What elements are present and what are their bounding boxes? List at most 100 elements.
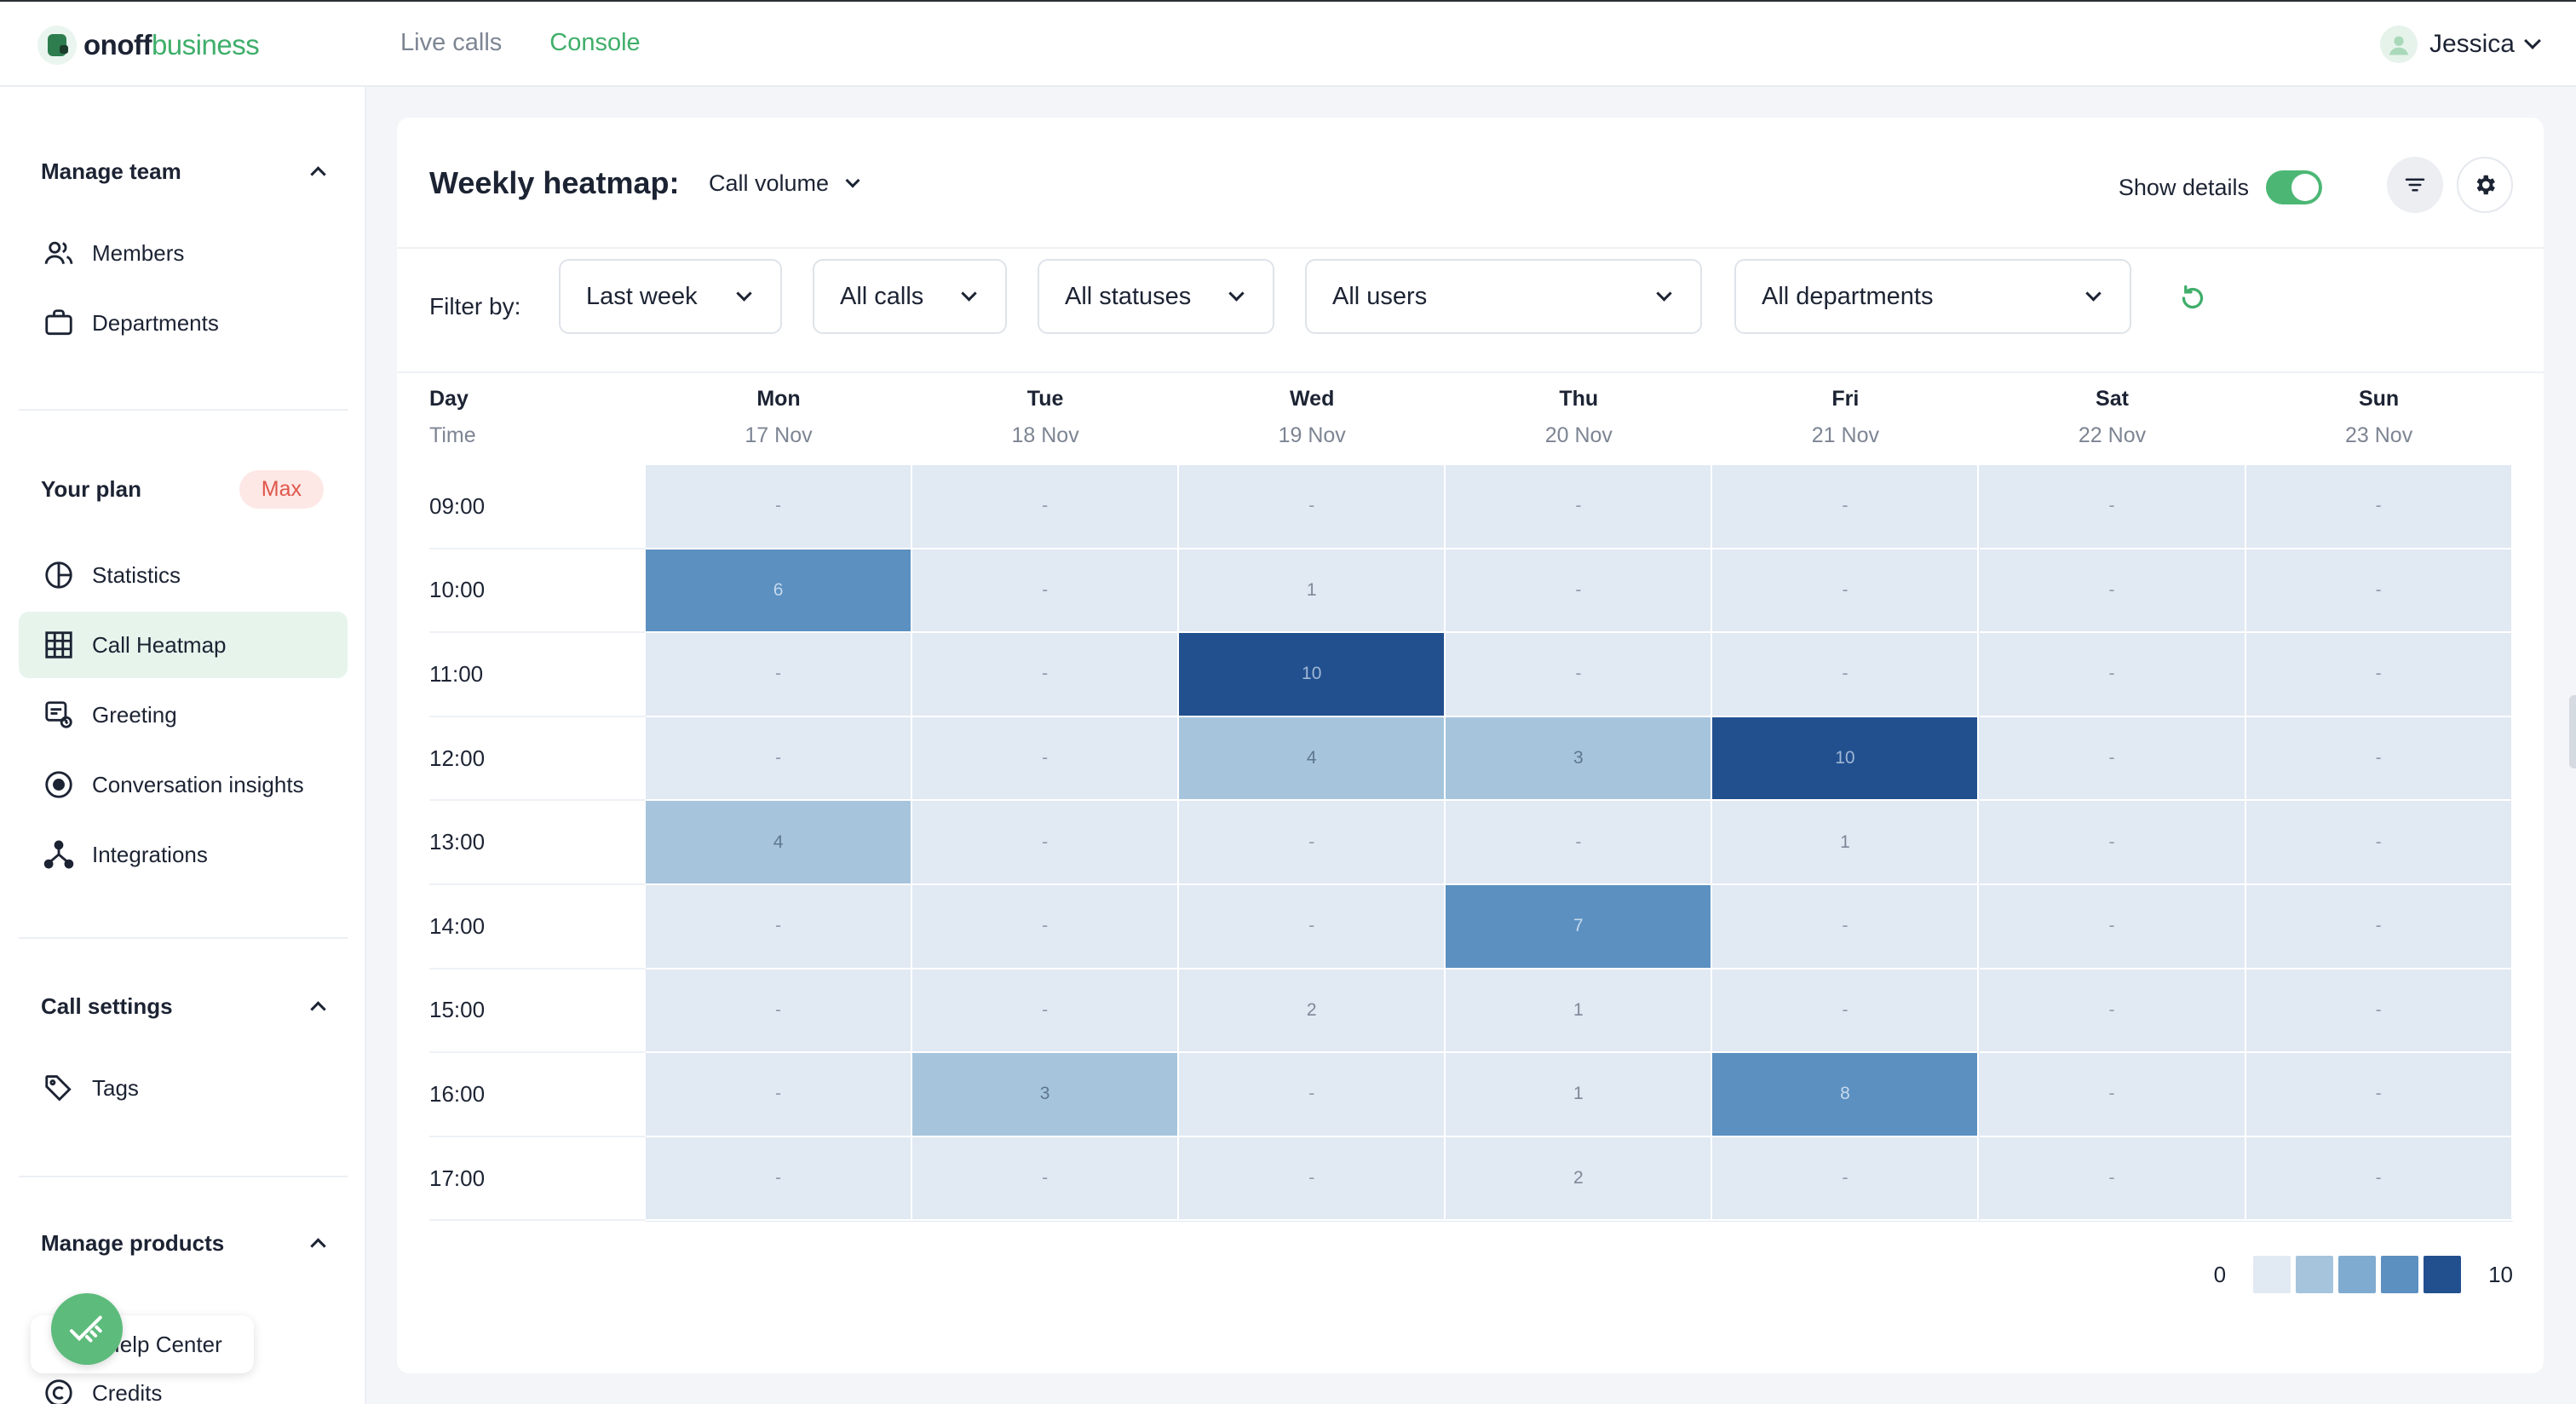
heatmap-cell[interactable]: -: [1446, 465, 1713, 550]
sidebar-item-label: Departments: [92, 309, 219, 336]
heatmap-cell[interactable]: 6: [646, 549, 913, 634]
heatmap-cell[interactable]: -: [2245, 1136, 2513, 1222]
heatmap-cell[interactable]: -: [2245, 885, 2513, 970]
heatmap-cell[interactable]: 2: [1179, 969, 1446, 1054]
heatmap-cell[interactable]: 1: [1446, 969, 1713, 1054]
departments-dropdown[interactable]: All departments: [1734, 259, 2131, 334]
heatmap-cell[interactable]: -: [1712, 549, 1980, 634]
heatmap-cell[interactable]: -: [1179, 885, 1446, 970]
heatmap-cell[interactable]: -: [912, 465, 1180, 550]
heatmap-cell[interactable]: 4: [646, 801, 913, 885]
heatmap-cell[interactable]: -: [1712, 465, 1980, 550]
heatmap-cell[interactable]: 10: [1712, 716, 1980, 802]
heatmap-cell[interactable]: -: [646, 633, 913, 717]
heatmap-cell[interactable]: -: [2245, 801, 2513, 885]
heatmap-cell[interactable]: -: [912, 549, 1180, 634]
heatmap-legend: 0 10: [2214, 1256, 2513, 1293]
heatmap-cell[interactable]: -: [2245, 633, 2513, 717]
sidebar-item-members[interactable]: Members: [19, 220, 348, 286]
heatmap-cell[interactable]: -: [1979, 801, 2246, 885]
nav-console[interactable]: Console: [549, 29, 641, 56]
day-date: 17 Nov: [745, 423, 813, 447]
heatmap-cell[interactable]: -: [2245, 716, 2513, 802]
day-column-header: Sat 22 Nov: [1980, 387, 2245, 448]
sidebar-item-statistics[interactable]: Statistics: [19, 542, 348, 608]
heatmap-cell[interactable]: -: [1712, 1136, 1980, 1222]
settings-button[interactable]: [2457, 157, 2513, 213]
sidebar-item-departments[interactable]: Departments: [19, 290, 348, 356]
heatmap-cell[interactable]: -: [1712, 885, 1980, 970]
heatmap-cell[interactable]: -: [1979, 885, 2246, 970]
heatmap-cell[interactable]: -: [1179, 465, 1446, 550]
users-dropdown[interactable]: All users: [1305, 259, 1702, 334]
heatmap-cell[interactable]: 3: [912, 1053, 1180, 1137]
heatmap-cell[interactable]: -: [912, 969, 1180, 1054]
sidebar-item-call-heatmap[interactable]: Call Heatmap: [19, 612, 348, 678]
user-menu[interactable]: Jessica: [2379, 26, 2541, 63]
filter-button[interactable]: [2387, 157, 2443, 213]
sidebar-item-tags[interactable]: Tags: [19, 1055, 348, 1121]
gear-icon: [2476, 175, 2495, 195]
heatmap-cell[interactable]: 7: [1446, 885, 1713, 970]
legend-swatch: [2253, 1256, 2291, 1293]
heatmap-cell[interactable]: -: [646, 885, 913, 970]
metric-select[interactable]: Call volume: [709, 170, 860, 197]
heatmap-cell[interactable]: 2: [1446, 1136, 1713, 1222]
show-details-toggle[interactable]: [2266, 170, 2322, 204]
day-date: 21 Nov: [1811, 423, 1879, 447]
heatmap-cell[interactable]: -: [1446, 633, 1713, 717]
heatmap-cell[interactable]: -: [912, 716, 1180, 802]
help-fab[interactable]: [51, 1293, 123, 1365]
heatmap-cell[interactable]: -: [1179, 801, 1446, 885]
calls-dropdown[interactable]: All calls: [813, 259, 1007, 334]
statuses-dropdown[interactable]: All statuses: [1038, 259, 1274, 334]
brand-logo[interactable]: onoffbusiness: [37, 26, 260, 65]
heatmap-cell[interactable]: -: [1712, 969, 1980, 1054]
heatmap-cell[interactable]: 3: [1446, 716, 1713, 802]
side-drawer-handle[interactable]: [2569, 695, 2576, 768]
tag-icon: [45, 1075, 72, 1102]
heatmap-cell[interactable]: 1: [1179, 549, 1446, 634]
heatmap-cell[interactable]: -: [1979, 969, 2246, 1054]
greeting-icon: [45, 701, 72, 728]
heatmap-cell[interactable]: -: [1446, 801, 1713, 885]
heatmap-cell[interactable]: -: [1179, 1053, 1446, 1137]
heatmap-cell[interactable]: -: [1712, 633, 1980, 717]
heatmap-cell[interactable]: 4: [1179, 716, 1446, 802]
heatmap-cell[interactable]: -: [912, 633, 1180, 717]
sidebar-item-credits[interactable]: Credits: [19, 1360, 348, 1404]
heatmap-cell[interactable]: -: [1979, 716, 2246, 802]
section-manage-team[interactable]: Manage team: [41, 158, 326, 185]
heatmap-cell[interactable]: 10: [1179, 633, 1446, 717]
section-call-settings[interactable]: Call settings: [41, 993, 326, 1020]
heatmap-cell[interactable]: -: [646, 1053, 913, 1137]
nav-live-calls[interactable]: Live calls: [400, 29, 503, 56]
sidebar-item-integrations[interactable]: Integrations: [19, 821, 348, 888]
heatmap-cell[interactable]: 1: [1446, 1053, 1713, 1137]
heatmap-cell[interactable]: -: [1979, 633, 2246, 717]
heatmap-cell[interactable]: -: [912, 885, 1180, 970]
heatmap-cell[interactable]: -: [1979, 1136, 2246, 1222]
heatmap-cell[interactable]: 8: [1712, 1053, 1980, 1137]
heatmap-cell[interactable]: -: [646, 1136, 913, 1222]
heatmap-cell[interactable]: -: [912, 1136, 1180, 1222]
heatmap-cell[interactable]: -: [646, 465, 913, 550]
heatmap-cell[interactable]: -: [1979, 549, 2246, 634]
heatmap-cell[interactable]: -: [1446, 549, 1713, 634]
sidebar-item-greeting[interactable]: Greeting: [19, 682, 348, 748]
heatmap-cell[interactable]: -: [2245, 1053, 2513, 1137]
heatmap-cell[interactable]: -: [1979, 465, 2246, 550]
section-manage-products[interactable]: Manage products: [41, 1230, 326, 1257]
heatmap-cell[interactable]: -: [2245, 549, 2513, 634]
heatmap-cell[interactable]: -: [1979, 1053, 2246, 1137]
heatmap-cell[interactable]: 1: [1712, 801, 1980, 885]
refresh-icon[interactable]: [2177, 283, 2208, 314]
heatmap-cell[interactable]: -: [646, 716, 913, 802]
heatmap-cell[interactable]: -: [2245, 465, 2513, 550]
heatmap-cell[interactable]: -: [646, 969, 913, 1054]
sidebar-item-conversation-insights[interactable]: Conversation insights: [19, 751, 348, 818]
heatmap-cell[interactable]: -: [2245, 969, 2513, 1054]
heatmap-cell[interactable]: -: [912, 801, 1180, 885]
period-dropdown[interactable]: Last week: [559, 259, 782, 334]
heatmap-cell[interactable]: -: [1179, 1136, 1446, 1222]
